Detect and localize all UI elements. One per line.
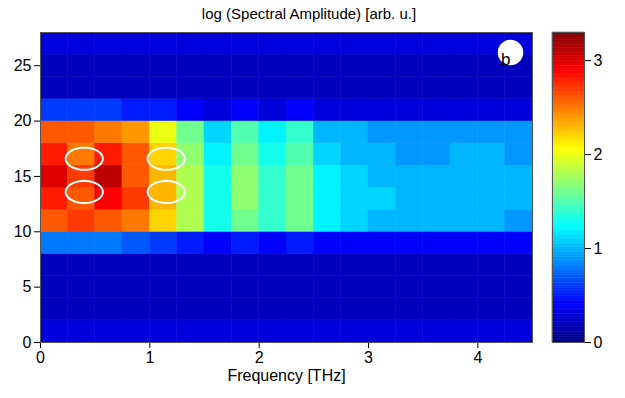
svg-text:Frequency [THz]: Frequency [THz]: [227, 367, 345, 384]
svg-text:0: 0: [36, 349, 45, 366]
svg-text:5: 5: [23, 278, 32, 295]
svg-text:25: 25: [14, 57, 32, 74]
svg-text:20: 20: [14, 112, 32, 129]
svg-text:15: 15: [14, 168, 32, 185]
svg-text:1: 1: [594, 240, 603, 257]
svg-text:2: 2: [255, 349, 264, 366]
svg-text:0: 0: [594, 334, 603, 351]
svg-text:2: 2: [594, 146, 603, 163]
svg-text:4: 4: [473, 349, 482, 366]
html-text:log (Spectral Amplitude) [arb.: log (Spectral Amplitude) [arb. u.]: [201, 5, 417, 22]
svg-text:1: 1: [145, 349, 154, 366]
svg-text:3: 3: [364, 349, 373, 366]
svg-text:0: 0: [23, 334, 32, 351]
svg-text:10: 10: [14, 223, 32, 240]
svg-text:b: b: [501, 50, 510, 69]
svg-text:3: 3: [594, 52, 603, 69]
